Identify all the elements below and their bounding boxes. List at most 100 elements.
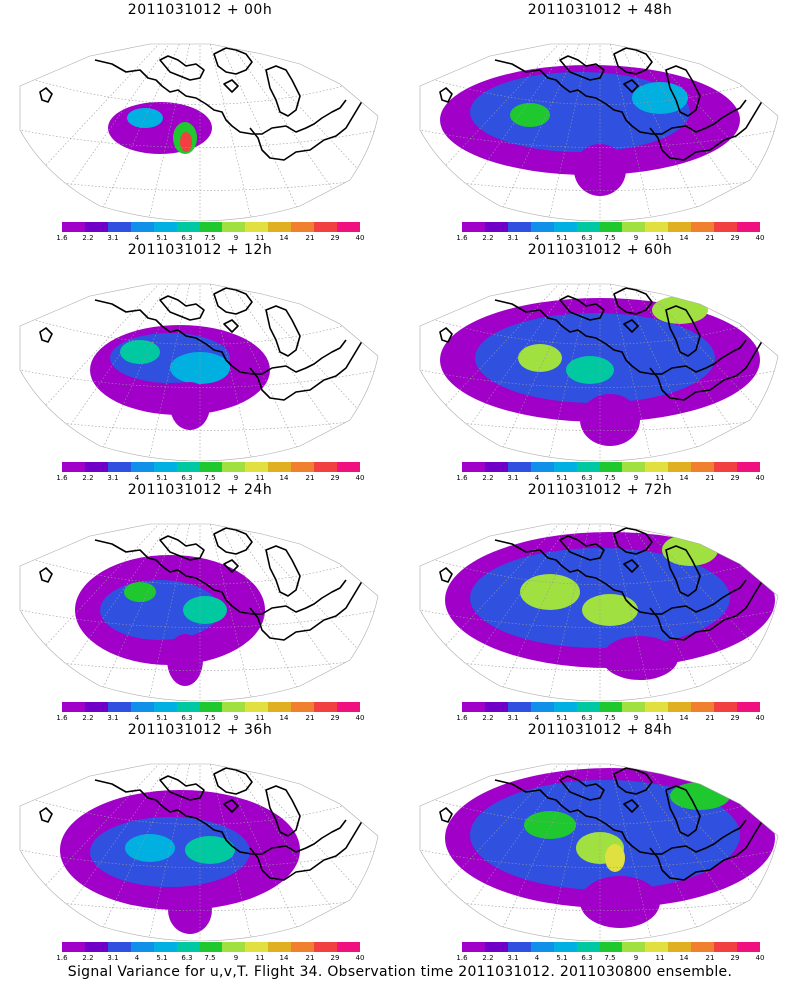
colorbar-swatch — [462, 942, 485, 952]
colorbar-swatch — [314, 222, 338, 232]
colorbar-tick-label: 5.1 — [156, 714, 168, 722]
colorbar — [462, 462, 760, 472]
colorbar-swatch — [199, 702, 223, 712]
colorbar-swatch — [62, 222, 85, 232]
colorbar-swatch — [337, 462, 360, 472]
colorbar-swatch — [84, 462, 108, 472]
colorbar-tick-label: 29 — [730, 954, 740, 962]
colorbar-swatch — [176, 462, 200, 472]
colorbar-tick-label: 21 — [705, 954, 715, 962]
colorbar-tick-label: 7.5 — [204, 234, 216, 242]
colorbar-swatch — [530, 702, 554, 712]
colorbar-tick-label: 1.6 — [56, 714, 68, 722]
colorbar-tick-label: 1.6 — [56, 234, 68, 242]
colorbar-swatch — [222, 462, 246, 472]
colorbar-tick-label: 29 — [730, 474, 740, 482]
map-boundary — [419, 283, 779, 462]
colorbar-swatch — [107, 222, 131, 232]
colorbar-tick-label: 6.3 — [181, 474, 193, 482]
colorbar-swatch — [484, 702, 508, 712]
colorbar-swatch — [714, 702, 738, 712]
colorbar-swatch — [576, 702, 600, 712]
colorbar-labels: 1.6 2.2 3.1 4 5.1 6.3 7.5 9 11 14 21 29 40 — [50, 234, 364, 244]
variance-contour — [662, 534, 718, 566]
colorbar-tick-label: 4 — [534, 234, 540, 242]
colorbar-tick-label: 11 — [655, 714, 665, 722]
colorbar-swatch — [484, 942, 508, 952]
coastline — [39, 47, 365, 161]
colorbar — [462, 942, 760, 952]
colorbar-swatch — [176, 942, 200, 952]
colorbar-swatch — [462, 462, 485, 472]
colorbar-swatch — [737, 942, 760, 952]
colorbar-tick-label: 2.2 — [82, 234, 94, 242]
colorbar-tick-label: 9 — [233, 474, 239, 482]
colorbar-swatch — [130, 462, 154, 472]
colorbar — [62, 942, 360, 952]
graticule — [420, 524, 778, 701]
panel-title: 2011031012 + 60h — [527, 242, 673, 258]
colorbar-tick-label: 2.2 — [482, 474, 494, 482]
colorbar-tick-label: 14 — [679, 954, 689, 962]
variance-contour — [580, 394, 640, 446]
colorbar-swatch — [576, 462, 600, 472]
colorbar-tick-label: 21 — [305, 954, 315, 962]
colorbar-tick-label: 7.5 — [604, 954, 616, 962]
colorbar-tick-label: 6.3 — [181, 954, 193, 962]
colorbar-swatch — [245, 942, 269, 952]
graticule — [20, 524, 378, 701]
variance-contour — [670, 782, 730, 810]
colorbar-labels: 1.6 2.2 3.1 4 5.1 6.3 7.5 9 11 14 21 29 40 — [450, 954, 764, 964]
colorbar-swatch — [599, 222, 623, 232]
variance-field — [420, 44, 778, 221]
graticule — [20, 764, 378, 941]
variance-contour — [602, 636, 678, 680]
colorbar-swatch — [622, 222, 646, 232]
colorbar-tick-label: 3.1 — [507, 234, 519, 242]
colorbar-swatch — [314, 462, 338, 472]
colorbar-tick-label: 21 — [305, 714, 315, 722]
colorbar-tick-label: 1.6 — [456, 954, 468, 962]
variance-contour — [580, 876, 660, 928]
variance-map — [19, 763, 379, 942]
colorbar-tick-label: 2.2 — [482, 954, 494, 962]
colorbar — [62, 702, 360, 712]
variance-map — [19, 283, 379, 462]
colorbar-swatch — [553, 222, 577, 232]
colorbar-swatch — [153, 462, 177, 472]
variance-contour — [520, 574, 580, 610]
colorbar-swatch — [337, 942, 360, 952]
figure-caption: Signal Variance for u,v,T. Flight 34. Ob… — [67, 964, 733, 980]
colorbar-tick-label: 7.5 — [204, 954, 216, 962]
colorbar-tick-label: 14 — [279, 714, 289, 722]
colorbar-swatch — [314, 702, 338, 712]
colorbar-swatch — [553, 942, 577, 952]
colorbar-tick-label: 11 — [655, 474, 665, 482]
colorbar-swatch — [691, 222, 715, 232]
panel-title: 2011031012 + 12h — [127, 242, 273, 258]
variance-contour — [170, 382, 210, 430]
colorbar-swatch — [176, 702, 200, 712]
forecast-panel: 2011031012 + 72h 1.6 2.2 3.1 4 5.1 6.3 7.5 9 11 14… — [400, 480, 800, 722]
colorbar-tick-label: 29 — [330, 474, 340, 482]
colorbar-tick-label: 9 — [633, 954, 639, 962]
colorbar-tick-label: 3.1 — [107, 234, 119, 242]
colorbar-tick-label: 3.1 — [507, 714, 519, 722]
variance-map — [419, 763, 779, 942]
colorbar-swatch — [484, 222, 508, 232]
colorbar-swatch — [507, 222, 531, 232]
colorbar-swatch — [130, 702, 154, 712]
colorbar-swatch — [130, 942, 154, 952]
colorbar-tick-label: 2.2 — [82, 954, 94, 962]
colorbar-tick-label: 29 — [330, 954, 340, 962]
colorbar-swatch — [130, 222, 154, 232]
colorbar-swatch — [314, 942, 338, 952]
colorbar — [462, 702, 760, 712]
panel-title: 2011031012 + 00h — [127, 2, 273, 18]
forecast-panel: 2011031012 + 48h 1.6 2.2 3.1 4 5.1 6.3 7.5 9 11 14… — [400, 0, 800, 242]
colorbar-swatch — [222, 942, 246, 952]
colorbar-tick-label: 14 — [279, 954, 289, 962]
colorbar-swatch — [599, 462, 623, 472]
forecast-panel: 2011031012 + 12h 1.6 2.2 3.1 4 5.1 6.3 7.5 9 11 14… — [0, 240, 400, 482]
colorbar — [62, 222, 360, 232]
